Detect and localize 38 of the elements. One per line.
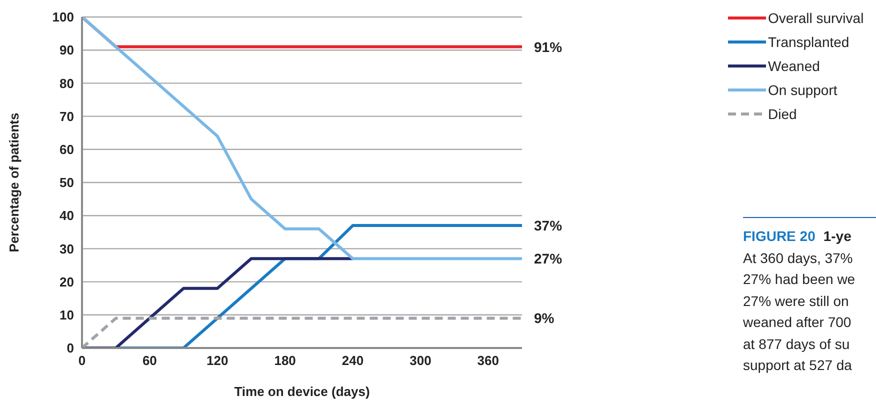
- text: At 360 days, 37%: [743, 248, 854, 268]
- y-tick-label: 40: [60, 208, 74, 224]
- x-tick-label: 300: [410, 353, 432, 368]
- x-tick-label: 360: [477, 353, 500, 368]
- x-tick-label: 240: [342, 353, 364, 368]
- data-label: 9%: [534, 310, 555, 326]
- y-tick-label: 30: [60, 241, 74, 256]
- text: 1-ye: [823, 228, 852, 244]
- legend-label: Overall survival: [768, 10, 864, 26]
- text: 27% were still on: [743, 292, 850, 310]
- text: weaned after 700: [743, 313, 852, 332]
- legend-label: On support: [768, 82, 838, 98]
- y-tick-label: 100: [52, 10, 74, 25]
- x-tick-label: 180: [274, 353, 296, 368]
- text: 27% had been we: [743, 270, 856, 289]
- legend-label: Transplanted: [768, 34, 850, 50]
- x-tick-label: 60: [142, 353, 157, 368]
- y-tick-label: 80: [60, 76, 74, 91]
- text: at 877 days of su: [743, 334, 851, 354]
- y-tick-label: 90: [60, 42, 74, 58]
- y-axis-title: Percentage of patients: [6, 112, 22, 252]
- line-series: [82, 17, 522, 260]
- x-tick-label: 0: [78, 353, 86, 368]
- legend-label: Died: [768, 106, 797, 122]
- y-tick-label: 70: [60, 108, 74, 124]
- x-tick-label: 120: [206, 353, 228, 368]
- y-tick-label: 60: [60, 142, 74, 158]
- y-tick-label: 50: [60, 175, 74, 190]
- y-tick-label: 0: [66, 340, 74, 356]
- data-label: 27%: [534, 250, 563, 267]
- text: support at 527 da: [743, 356, 853, 375]
- x-axis-title: Time on device (days): [234, 384, 370, 399]
- y-tick-label: 10: [60, 308, 74, 323]
- data-label: 37%: [534, 218, 563, 234]
- legend-label: Weaned: [768, 58, 820, 74]
- y-tick-label: 20: [60, 274, 74, 290]
- data-label: 91%: [534, 38, 563, 55]
- text: FIGURE 20: [743, 228, 816, 244]
